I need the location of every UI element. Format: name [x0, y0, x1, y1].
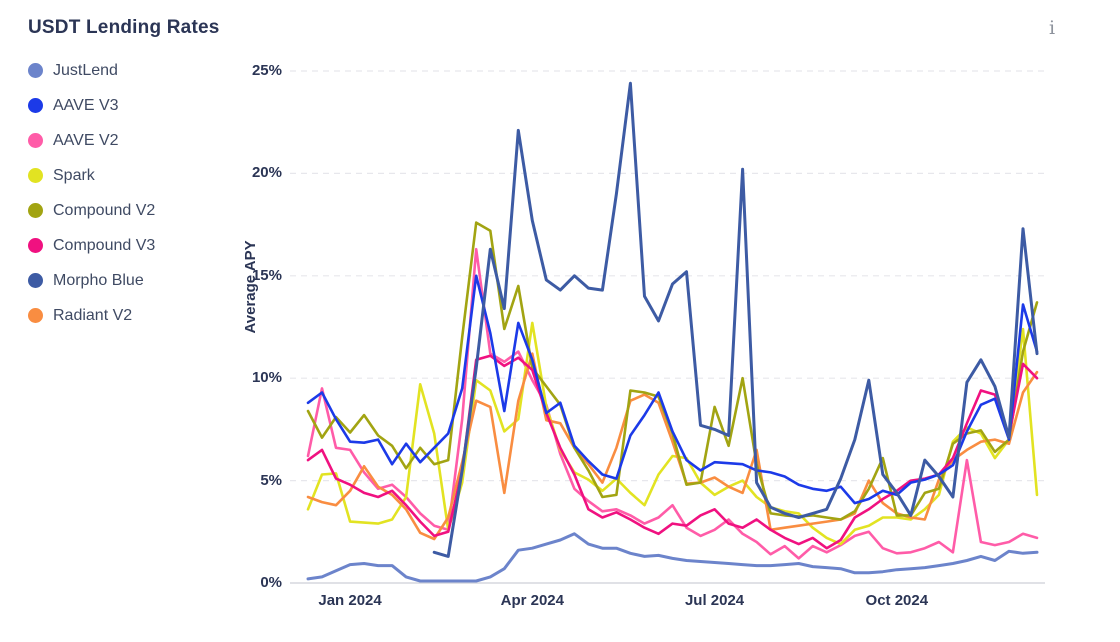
legend-label: AAVE V2: [53, 131, 119, 149]
info-icon[interactable]: i: [1048, 17, 1056, 39]
series-line-morpho-blue[interactable]: [432, 81, 1039, 558]
legend-item-aave-v2[interactable]: AAVE V2: [28, 123, 155, 158]
series-line-aave-v2[interactable]: [306, 247, 1039, 560]
x-tick-label-oct-2024: Oct 2024: [865, 592, 929, 609]
legend-item-justlend[interactable]: JustLend: [28, 53, 155, 88]
x-tick-label-apr-2024: Apr 2024: [500, 592, 564, 609]
legend-label: Spark: [53, 166, 95, 184]
legend-swatch-icon: [28, 98, 43, 113]
x-tick-label-jan-2024: Jan 2024: [318, 592, 382, 609]
legend-swatch-icon: [28, 63, 43, 78]
x-tick-label-jul-2024: Jul 2024: [684, 592, 745, 609]
legend-label: AAVE V3: [53, 96, 119, 114]
legend-swatch-icon: [28, 203, 43, 218]
legend-swatch-icon: [28, 308, 43, 323]
y-tick-label-5: 5%: [260, 471, 282, 489]
page-title: USDT Lending Rates: [28, 17, 220, 38]
legend-item-compound-v2[interactable]: Compound V2: [28, 193, 155, 228]
legend-item-radiant-v2[interactable]: Radiant V2: [28, 298, 155, 333]
legend-item-aave-v3[interactable]: AAVE V3: [28, 88, 155, 123]
y-tick-label-15: 15%: [251, 266, 282, 284]
series-line-compound-v2[interactable]: [306, 221, 1039, 521]
legend-swatch-icon: [28, 238, 43, 253]
legend-item-morpho-blue[interactable]: Morpho Blue: [28, 263, 155, 298]
series-line-justlend[interactable]: [306, 532, 1039, 583]
legend-label: JustLend: [53, 61, 118, 79]
legend-label: Compound V2: [53, 201, 156, 219]
legend: JustLend AAVE V3 AAVE V2 Spark Compound V2 Co…: [28, 53, 155, 333]
legend-label: Radiant V2: [53, 306, 133, 324]
legend-swatch-icon: [28, 168, 43, 183]
series-line-radiant-v2[interactable]: [306, 352, 1039, 541]
legend-swatch-icon: [28, 133, 43, 148]
y-tick-label-20: 20%: [251, 164, 282, 182]
series-line-aave-v3[interactable]: [306, 274, 1039, 505]
y-tick-label-25: 25%: [251, 62, 282, 79]
legend-label: Compound V3: [53, 236, 156, 254]
legend-swatch-icon: [28, 273, 43, 288]
y-tick-label-0: 0%: [260, 574, 282, 591]
legend-item-compound-v3[interactable]: Compound V3: [28, 228, 155, 263]
series-line-compound-v3[interactable]: [306, 354, 1039, 550]
series-line-spark[interactable]: [306, 321, 1039, 546]
y-tick-label-10: 10%: [251, 369, 282, 387]
legend-item-spark[interactable]: Spark: [28, 158, 155, 193]
legend-label: Morpho Blue: [53, 271, 144, 289]
